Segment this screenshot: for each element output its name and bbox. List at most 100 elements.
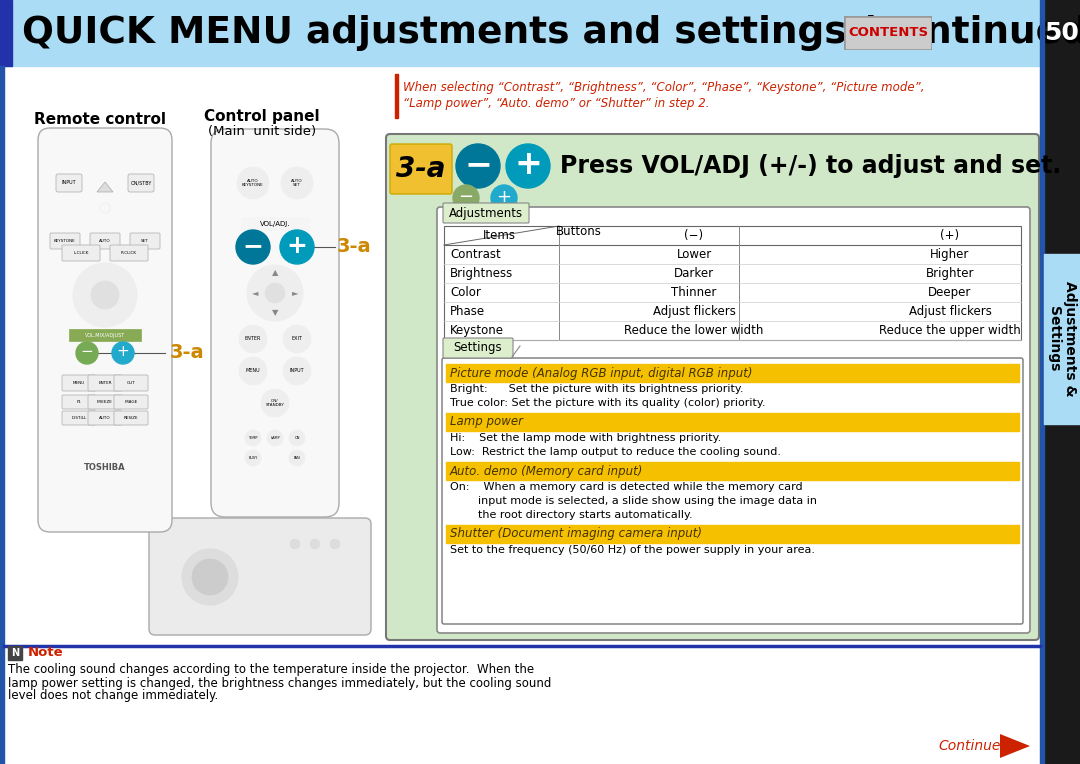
Text: −: − [464, 148, 492, 182]
FancyBboxPatch shape [211, 129, 339, 517]
Text: Remote control: Remote control [33, 112, 166, 128]
Bar [241, 217, 309, 230]
Text: MENU: MENU [245, 368, 260, 374]
Circle shape [112, 342, 134, 364]
Bar [0, 66, 4, 764]
Text: Adjust flickers: Adjust flickers [652, 305, 735, 318]
Text: Bright:      Set the picture with its brightness priority.: Bright: Set the picture with its brightn… [450, 384, 743, 394]
Text: ▲: ▲ [272, 268, 279, 277]
FancyBboxPatch shape [149, 518, 372, 635]
FancyBboxPatch shape [130, 233, 160, 249]
Circle shape [192, 559, 228, 595]
FancyBboxPatch shape [443, 338, 513, 358]
Text: 50: 50 [1044, 21, 1079, 45]
Circle shape [453, 185, 480, 211]
Text: 3-a: 3-a [337, 238, 372, 257]
Circle shape [265, 283, 285, 303]
FancyBboxPatch shape [62, 375, 96, 391]
FancyBboxPatch shape [87, 395, 122, 409]
Bar [846, 18, 930, 48]
Text: Buttons: Buttons [556, 225, 602, 238]
Text: TOSHIBA: TOSHIBA [84, 464, 125, 472]
Text: (Main  unit side): (Main unit side) [208, 125, 316, 138]
Text: True color: Set the picture with its quality (color) priority.: True color: Set the picture with its qua… [450, 398, 766, 408]
Text: Note: Note [28, 646, 64, 659]
FancyBboxPatch shape [129, 174, 154, 192]
Polygon shape [97, 182, 113, 192]
Text: KEYSTONE: KEYSTONE [54, 239, 76, 243]
Text: L-CLICK: L-CLICK [73, 251, 89, 255]
Polygon shape [1000, 734, 1030, 758]
Text: VOL/ADJ.: VOL/ADJ. [260, 221, 291, 227]
Text: Shutter (Document imaging camera input): Shutter (Document imaging camera input) [450, 527, 702, 540]
Bar [1044, 254, 1080, 424]
Text: RESIZE: RESIZE [124, 416, 138, 420]
FancyBboxPatch shape [386, 134, 1039, 640]
Text: ON: ON [295, 436, 299, 440]
Text: OUT: OUT [126, 381, 135, 385]
FancyBboxPatch shape [437, 207, 1030, 633]
Circle shape [239, 357, 267, 385]
Text: Contrast: Contrast [450, 248, 501, 261]
Text: Adjust flickers: Adjust flickers [908, 305, 991, 318]
FancyBboxPatch shape [443, 203, 529, 223]
Text: +: + [514, 148, 542, 182]
Text: Deeper: Deeper [929, 286, 972, 299]
Text: The cooling sound changes according to the temperature inside the projector.  Wh: The cooling sound changes according to t… [8, 663, 535, 676]
Text: Brightness: Brightness [450, 267, 513, 280]
Text: ENTER: ENTER [98, 381, 112, 385]
Text: CONTENTS: CONTENTS [848, 27, 928, 40]
Text: +: + [286, 234, 308, 258]
Text: AUTO: AUTO [99, 239, 111, 243]
FancyBboxPatch shape [62, 411, 96, 425]
Text: level does not change immediately.: level does not change immediately. [8, 689, 218, 703]
FancyBboxPatch shape [50, 233, 80, 249]
Circle shape [247, 265, 303, 321]
Bar [0, 0, 1080, 66]
Circle shape [91, 281, 119, 309]
Bar [446, 525, 1020, 543]
Text: IMAGE: IMAGE [124, 400, 137, 404]
FancyBboxPatch shape [114, 395, 148, 409]
Text: AUTO
SET: AUTO SET [292, 179, 302, 187]
FancyBboxPatch shape [110, 245, 148, 261]
Circle shape [76, 342, 98, 364]
Text: Keystone: Keystone [450, 324, 504, 337]
Text: the root directory starts automatically.: the root directory starts automatically. [450, 510, 692, 520]
Text: MENU: MENU [73, 381, 85, 385]
FancyBboxPatch shape [56, 174, 82, 192]
Bar [0, 0, 12, 66]
Circle shape [456, 144, 500, 188]
Text: INPUT: INPUT [289, 368, 305, 374]
Bar [1044, 0, 1080, 764]
Text: Low:  Restrict the lamp output to reduce the cooling sound.: Low: Restrict the lamp output to reduce … [450, 447, 781, 457]
Text: −: − [458, 188, 473, 206]
Text: When selecting “Contrast”, “Brightness”, “Color”, “Phase”, “Keystone”, “Picture : When selecting “Contrast”, “Brightness”,… [403, 82, 924, 95]
Text: ▼: ▼ [272, 309, 279, 318]
Text: input mode is selected, a slide show using the image data in: input mode is selected, a slide show usi… [450, 496, 816, 506]
Text: Picture mode (Analog RGB input, digital RGB input): Picture mode (Analog RGB input, digital … [450, 367, 753, 380]
Text: AUTO
KEYSTONE: AUTO KEYSTONE [242, 179, 264, 187]
Text: “Lamp power”, “Auto. demo” or “Shutter” in step 2.: “Lamp power”, “Auto. demo” or “Shutter” … [403, 98, 710, 111]
Text: Brighter: Brighter [926, 267, 974, 280]
Text: AUTO: AUTO [99, 416, 111, 420]
Text: EXIT: EXIT [292, 336, 302, 342]
FancyBboxPatch shape [442, 358, 1023, 624]
Text: 3-a: 3-a [396, 155, 446, 183]
Circle shape [289, 450, 305, 466]
Bar [69, 329, 141, 341]
Text: Auto. demo (Memory card input): Auto. demo (Memory card input) [450, 465, 644, 478]
Text: −: − [81, 345, 93, 360]
Text: Adjustments &
Settings: Adjustments & Settings [1047, 281, 1077, 397]
Circle shape [507, 144, 550, 188]
Circle shape [239, 325, 267, 353]
Text: +: + [497, 188, 512, 206]
Text: SET: SET [141, 239, 149, 243]
Text: lamp power setting is changed, the brightness changes immediately, but the cooli: lamp power setting is changed, the brigh… [8, 676, 552, 689]
Text: INPUT: INPUT [62, 180, 77, 186]
Bar [446, 413, 1020, 431]
Circle shape [281, 167, 313, 199]
Text: (+): (+) [941, 229, 959, 242]
Text: (−): (−) [685, 229, 703, 242]
Text: BUSY: BUSY [248, 456, 258, 460]
